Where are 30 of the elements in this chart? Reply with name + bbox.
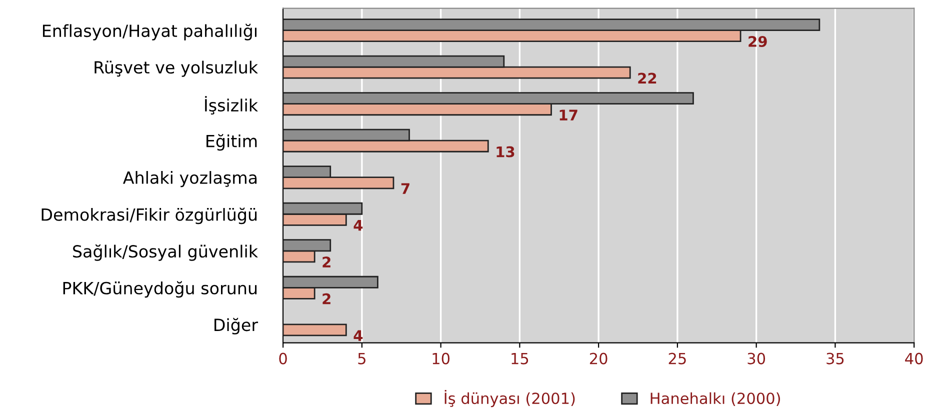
- data-label: 7: [401, 183, 410, 194]
- y-tick-label: Diğer: [214, 318, 258, 334]
- legend-label: Hanehalkı (2000): [650, 392, 780, 406]
- x-tick-label: 20: [590, 352, 608, 364]
- data-label: 2: [322, 293, 330, 304]
- data-label: 17: [560, 110, 578, 120]
- x-tick-label: 15: [512, 352, 528, 364]
- data-label: 29: [748, 36, 767, 48]
- y-tick-label: Enflasyon/Hayat pahalılığı: [42, 24, 256, 40]
- data-label: 13: [496, 146, 514, 158]
- y-tick-label: Demokrasi/Fikir özgürlüğü: [42, 208, 257, 224]
- bar: [283, 324, 347, 336]
- y-tick-label: Rüşvet ve yolsuzluk: [94, 60, 258, 77]
- y-tick-label: İşsizlik: [205, 96, 258, 115]
- y-tick-label: Ahlaki yozlaşma: [123, 171, 257, 188]
- y-tick-label: Eğitim: [206, 134, 257, 151]
- y-tick-label: Sağlık/Sosyal güvenlik: [73, 244, 258, 261]
- x-tick-label: 25: [668, 352, 686, 364]
- x-tick-label: 0: [279, 352, 287, 364]
- x-tick-label: 35: [826, 352, 844, 364]
- x-tick-label: 30: [748, 352, 766, 364]
- data-label: 4: [354, 220, 363, 231]
- y-tick-label: PKK/Güneydoğu sorunu: [63, 281, 257, 298]
- x-tick-label: 5: [358, 352, 366, 364]
- legend-label: İş dünyası (2001): [444, 390, 575, 408]
- data-label: 2: [322, 256, 330, 268]
- x-tick-label: 10: [432, 352, 450, 364]
- data-label: 4: [354, 330, 363, 341]
- x-tick-label: 40: [905, 352, 923, 364]
- data-label: 22: [638, 72, 656, 84]
